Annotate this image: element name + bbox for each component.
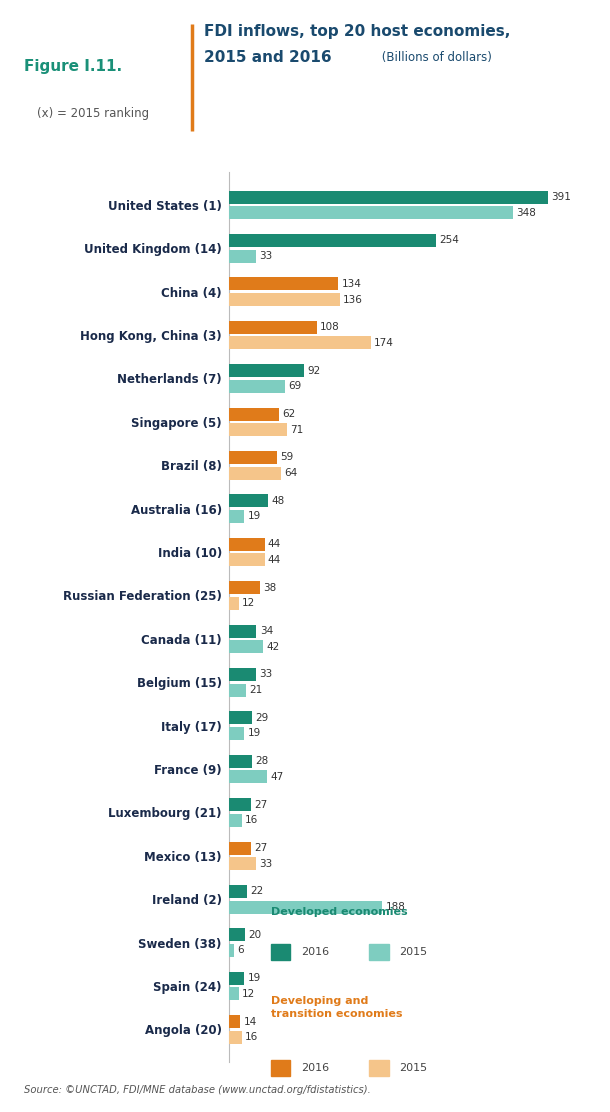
Text: 48: 48 bbox=[271, 496, 284, 506]
Bar bbox=[229, 857, 256, 871]
Text: 6: 6 bbox=[237, 945, 243, 955]
Bar bbox=[229, 987, 239, 1001]
Text: FDI inflows, top 20 host economies,: FDI inflows, top 20 host economies, bbox=[204, 23, 511, 39]
Bar bbox=[271, 1060, 290, 1075]
Text: 2016: 2016 bbox=[301, 1063, 329, 1073]
Text: 27: 27 bbox=[254, 843, 267, 853]
Bar bbox=[229, 944, 234, 957]
Text: 33: 33 bbox=[259, 669, 272, 679]
Bar bbox=[229, 972, 244, 985]
Text: 21: 21 bbox=[249, 685, 262, 695]
Text: 2015: 2015 bbox=[399, 1063, 428, 1073]
Text: 62: 62 bbox=[282, 409, 296, 419]
Bar bbox=[229, 901, 382, 914]
Text: 22: 22 bbox=[250, 886, 263, 896]
Text: 71: 71 bbox=[290, 425, 303, 435]
Text: Source: ©UNCTAD, FDI/MNE database (www.unctad.org/fdistatistics).: Source: ©UNCTAD, FDI/MNE database (www.u… bbox=[24, 1085, 371, 1094]
Bar bbox=[370, 944, 389, 960]
Bar bbox=[229, 292, 340, 306]
Text: 33: 33 bbox=[259, 251, 272, 261]
Text: 44: 44 bbox=[268, 539, 281, 549]
Bar bbox=[229, 364, 304, 377]
Text: (x) = 2015 ranking: (x) = 2015 ranking bbox=[37, 107, 149, 120]
Text: 27: 27 bbox=[254, 800, 267, 810]
Bar bbox=[229, 467, 281, 479]
Text: Developing and
transition economies: Developing and transition economies bbox=[271, 996, 403, 1019]
Text: 69: 69 bbox=[289, 381, 301, 391]
Text: 38: 38 bbox=[263, 583, 276, 593]
Bar bbox=[271, 944, 290, 960]
Text: 16: 16 bbox=[245, 1032, 258, 1042]
Bar bbox=[229, 885, 246, 897]
Text: 64: 64 bbox=[284, 468, 298, 478]
Text: 33: 33 bbox=[259, 858, 272, 868]
Bar bbox=[229, 320, 317, 334]
Bar bbox=[229, 625, 256, 637]
Bar bbox=[229, 249, 256, 262]
Bar bbox=[370, 1060, 389, 1075]
Bar bbox=[229, 495, 268, 507]
Bar bbox=[229, 408, 279, 420]
Bar bbox=[229, 582, 260, 594]
Text: 47: 47 bbox=[270, 772, 284, 782]
Text: Developed economies: Developed economies bbox=[271, 906, 408, 916]
Text: 134: 134 bbox=[342, 279, 361, 289]
Bar bbox=[229, 771, 267, 783]
Bar bbox=[229, 641, 263, 653]
Text: 29: 29 bbox=[256, 713, 269, 723]
Bar bbox=[229, 510, 244, 523]
Text: 136: 136 bbox=[343, 295, 363, 305]
Text: 19: 19 bbox=[248, 973, 260, 983]
Bar bbox=[229, 727, 244, 739]
Text: Figure I.11.: Figure I.11. bbox=[24, 59, 123, 75]
Text: 92: 92 bbox=[307, 366, 320, 376]
Bar bbox=[229, 424, 287, 436]
Text: 2016: 2016 bbox=[301, 947, 329, 957]
Bar bbox=[229, 554, 265, 566]
Text: 348: 348 bbox=[516, 208, 536, 218]
Bar bbox=[229, 929, 245, 942]
Text: 34: 34 bbox=[260, 626, 273, 636]
Text: 254: 254 bbox=[439, 236, 459, 246]
Bar bbox=[229, 380, 285, 393]
Text: 44: 44 bbox=[268, 555, 281, 565]
Bar bbox=[229, 1015, 240, 1029]
Text: 391: 391 bbox=[551, 192, 571, 202]
Text: 108: 108 bbox=[320, 322, 340, 332]
Bar bbox=[229, 277, 338, 290]
Bar bbox=[229, 668, 256, 681]
Bar bbox=[229, 814, 242, 826]
Bar bbox=[229, 1031, 242, 1044]
Bar bbox=[229, 597, 239, 609]
Text: 16: 16 bbox=[245, 815, 258, 825]
Text: 59: 59 bbox=[280, 453, 293, 463]
Text: 174: 174 bbox=[374, 338, 394, 348]
Bar bbox=[229, 190, 548, 203]
Text: (Billions of dollars): (Billions of dollars) bbox=[378, 51, 492, 64]
Bar bbox=[229, 206, 512, 219]
Text: 2015 and 2016: 2015 and 2016 bbox=[204, 50, 332, 66]
Text: 12: 12 bbox=[242, 989, 255, 999]
Text: 12: 12 bbox=[242, 598, 255, 608]
Text: 14: 14 bbox=[243, 1016, 257, 1026]
Text: 188: 188 bbox=[386, 902, 405, 912]
Bar bbox=[229, 337, 371, 349]
Bar bbox=[229, 755, 251, 767]
Bar bbox=[229, 451, 277, 464]
Bar bbox=[229, 538, 265, 550]
Text: 2015: 2015 bbox=[399, 947, 428, 957]
Text: 19: 19 bbox=[248, 728, 260, 738]
Bar bbox=[229, 234, 436, 247]
Bar bbox=[229, 798, 251, 811]
Text: 42: 42 bbox=[267, 642, 279, 652]
Text: 19: 19 bbox=[248, 512, 260, 522]
Bar bbox=[229, 842, 251, 854]
Bar bbox=[229, 712, 253, 724]
Bar bbox=[229, 684, 246, 696]
Text: 28: 28 bbox=[255, 756, 268, 766]
Text: 20: 20 bbox=[248, 930, 262, 940]
